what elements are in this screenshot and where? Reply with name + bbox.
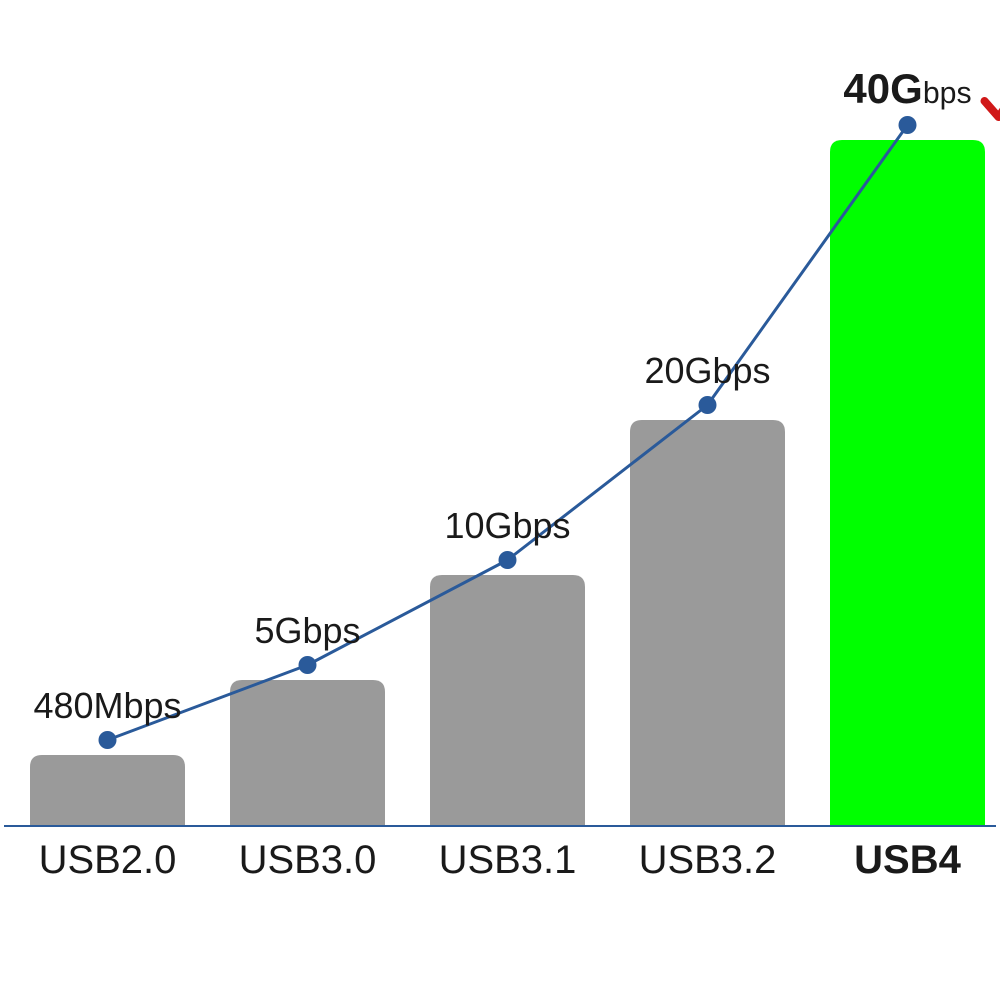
marker-1 bbox=[299, 656, 317, 674]
category-label-1: USB3.0 bbox=[239, 838, 377, 882]
category-label-0: USB2.0 bbox=[39, 838, 177, 882]
category-label-2: USB3.1 bbox=[439, 838, 577, 882]
marker-3 bbox=[699, 396, 717, 414]
bar-usb4 bbox=[830, 140, 985, 825]
marker-4 bbox=[899, 116, 917, 134]
category-label-4: USB4 bbox=[854, 838, 961, 882]
value-label-3: 20Gbps bbox=[644, 350, 770, 391]
bar-usb20 bbox=[30, 755, 185, 825]
usb-speed-chart: 480Mbps5Gbps10Gbps20Gbps40GbpsUSB2.0USB3… bbox=[0, 0, 1000, 1000]
marker-2 bbox=[499, 551, 517, 569]
value-label-2: 10Gbps bbox=[444, 505, 570, 546]
bar-usb31 bbox=[430, 575, 585, 825]
bar-usb30 bbox=[230, 680, 385, 825]
marker-0 bbox=[99, 731, 117, 749]
value-label-1: 5Gbps bbox=[254, 610, 360, 651]
bar-usb32 bbox=[630, 420, 785, 825]
value-label-0: 480Mbps bbox=[33, 685, 181, 726]
category-label-3: USB3.2 bbox=[639, 838, 777, 882]
